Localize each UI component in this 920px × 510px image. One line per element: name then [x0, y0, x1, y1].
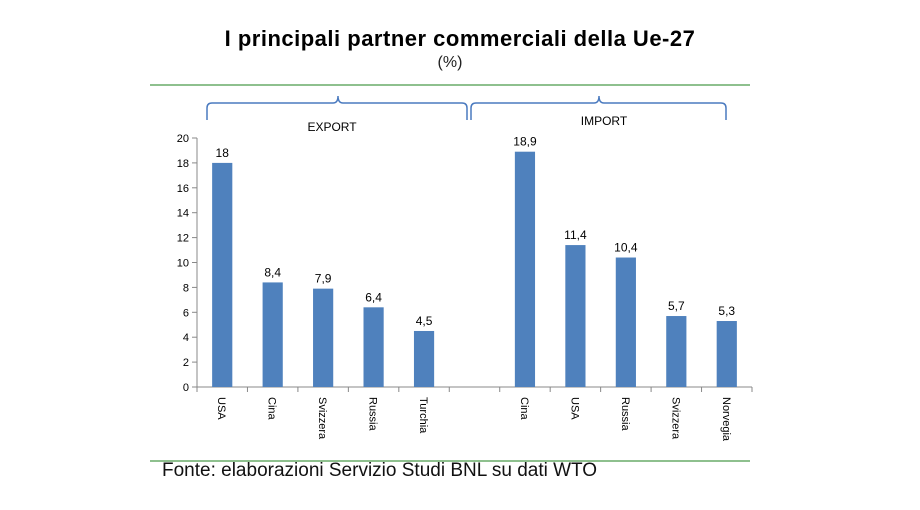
chart-subtitle: (%) — [437, 54, 463, 71]
data-label: 11,4 — [564, 228, 587, 242]
y-tick-label: 12 — [177, 233, 189, 245]
group-label-import: IMPORT — [581, 114, 628, 128]
x-tick-label: Russia — [619, 397, 631, 432]
data-label: 18 — [216, 146, 230, 160]
x-tick-label: Cina — [518, 397, 530, 421]
x-tick-label: USA — [568, 397, 580, 420]
bar-import-russia — [615, 257, 636, 387]
bar-export-svizzera — [313, 288, 334, 387]
y-tick-label: 2 — [183, 357, 189, 369]
export-brace — [206, 95, 468, 120]
y-tick-label: 20 — [177, 133, 189, 145]
source-note: Fonte: elaborazioni Servizio Studi BNL s… — [162, 460, 598, 481]
data-label: 4,5 — [416, 314, 433, 328]
data-label: 18,9 — [513, 135, 537, 149]
bar-export-usa — [212, 162, 233, 387]
import-brace — [470, 95, 727, 120]
y-tick-label: 8 — [183, 282, 189, 294]
data-label: 7,9 — [315, 272, 332, 286]
x-tick-label: Norvegia — [720, 397, 732, 442]
bar-import-svizzera — [666, 316, 687, 387]
y-tick-label: 4 — [183, 332, 189, 344]
data-label: 10,4 — [614, 241, 638, 255]
y-tick-label: 6 — [183, 307, 189, 319]
bar-import-cina — [514, 151, 536, 387]
data-label: 6,4 — [365, 290, 382, 304]
data-label: 5,3 — [718, 304, 735, 318]
data-label: 5,7 — [668, 299, 685, 313]
y-tick-label: 10 — [177, 258, 189, 270]
y-tick-label: 14 — [177, 208, 189, 220]
x-tick-label: Turchia — [417, 397, 429, 434]
data-label: 8,4 — [264, 265, 281, 279]
bars: 18 8,4 7,9 6,4 4,5 18,9 11,4 10,4 5,7 5,3 — [212, 135, 737, 387]
x-tick-label: Russia — [367, 397, 379, 432]
y-axis: 0 2 4 6 8 10 12 14 16 18 20 — [177, 133, 198, 394]
chart-title: I principali partner commerciali della U… — [224, 26, 696, 51]
x-tick-label: USA — [215, 397, 227, 420]
x-tick-label: Svizzera — [316, 397, 328, 440]
bar-import-usa — [565, 245, 586, 387]
x-tick-label: Svizzera — [669, 397, 681, 440]
bar-export-turchia — [413, 330, 435, 387]
y-tick-label: 16 — [177, 183, 189, 195]
bar-export-russia — [363, 307, 384, 387]
y-tick-label: 0 — [183, 382, 189, 394]
group-label-export: EXPORT — [307, 120, 357, 134]
bar-import-norvegia — [716, 321, 737, 387]
y-tick-label: 18 — [177, 158, 189, 170]
bar-export-cina — [262, 282, 283, 387]
x-tick-label: Cina — [266, 397, 278, 421]
x-axis: USA Cina Svizzera Russia Turchia Cina USA Russi… — [196, 386, 753, 442]
